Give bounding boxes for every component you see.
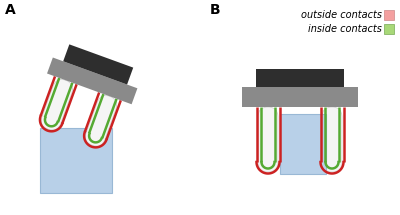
Text: A: A (5, 3, 16, 17)
Bar (256, 69, 344, 87)
Bar (384, 24, 394, 34)
Bar (63, 44, 133, 84)
Bar (242, 87, 358, 107)
Text: inside contacts: inside contacts (308, 24, 382, 34)
FancyBboxPatch shape (41, 79, 73, 130)
Bar (384, 10, 394, 20)
FancyBboxPatch shape (85, 95, 117, 146)
Bar (40, 128, 112, 193)
Text: B: B (210, 3, 221, 17)
Bar (280, 114, 326, 174)
Bar (47, 58, 138, 104)
FancyBboxPatch shape (258, 107, 278, 172)
FancyBboxPatch shape (322, 107, 342, 172)
Text: outside contacts: outside contacts (301, 10, 382, 20)
